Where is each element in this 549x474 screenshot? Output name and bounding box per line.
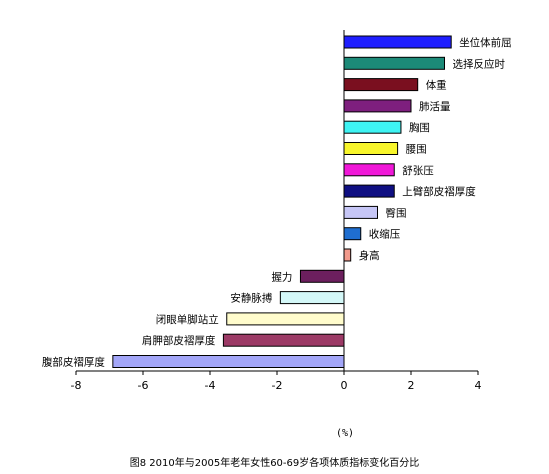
figure-caption: 图8 2010年与2005年老年女性60-69岁各项体质指标变化百分比 [129,458,420,469]
bar-label-6: 舒张压 [402,164,434,177]
x-tick-label-3: -2 [272,379,283,392]
x-tick-label-0: -8 [71,379,82,392]
bar-label-0: 坐位体前屈 [459,36,512,49]
bar-6 [343,163,395,177]
bar-label-10: 身高 [359,249,380,262]
bar-label-1: 选择反应时 [453,57,506,70]
bar-labels-group: 坐位体前屈选择反应时体重肺活量胸围腰围舒张压上臂部皮褶厚度臀围收缩压身高握力安静… [42,36,512,369]
bar-3 [343,99,412,113]
bar-label-13: 闭眼单脚站立 [156,313,219,326]
x-tick-label-1: -6 [138,379,149,392]
bar-11 [299,269,345,283]
x-tick-label-5: 2 [408,379,415,392]
bar-label-12: 安静脉搏 [230,292,272,305]
bar-7 [343,184,395,198]
bar-5 [343,142,399,155]
x-tick-label-4: 0 [341,379,348,392]
bar-2 [343,78,419,92]
x-axis: -8 -6 -4 -2 0 2 4 [71,30,482,392]
bar-label-3: 肺活量 [419,101,451,113]
x-tick-label-6: 4 [475,379,482,392]
bar-label-9: 收缩压 [369,228,401,241]
x-tick-label-2: -4 [205,379,216,392]
bar-8 [343,205,378,219]
bar-label-15: 腹部皮褶厚度 [42,356,105,369]
bar-label-4: 胸围 [409,121,430,134]
bar-0 [343,35,452,49]
x-axis-unit-label: (%) [336,428,355,439]
bar-14 [222,333,345,347]
bar-15 [112,355,345,368]
bar-label-14: 肩胛部皮褶厚度 [142,334,216,347]
bar-10 [343,248,352,262]
bar-label-11: 握力 [271,270,292,283]
bar-4 [343,120,402,134]
bar-13 [226,312,345,326]
bar-label-5: 腰围 [406,144,427,156]
bar-1 [343,56,445,70]
bar-label-8: 臀围 [386,207,407,219]
bar-label-7: 上臂部皮褶厚度 [402,185,476,198]
bar-label-2: 体重 [426,79,447,92]
bar-12 [279,291,345,305]
bar-9 [343,227,362,241]
